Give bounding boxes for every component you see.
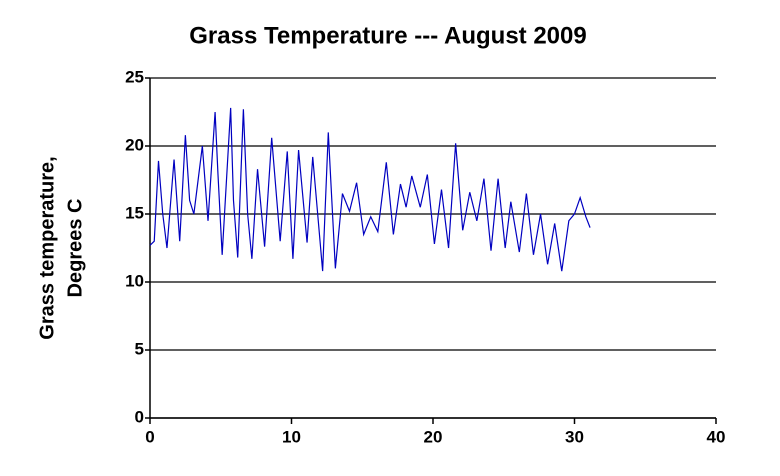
x-tick-label: 30 <box>565 427 584 446</box>
y-axis-label: Grass temperature, <box>36 156 58 339</box>
chart-title: Grass Temperature --- August 2009 <box>189 22 586 49</box>
y-tick-label: 20 <box>125 135 144 154</box>
y-tick-label: 25 <box>125 67 144 86</box>
x-tick-label: 40 <box>707 427 726 446</box>
x-tick-label: 20 <box>424 427 443 446</box>
x-tick-label: 10 <box>282 427 301 446</box>
data-line <box>149 107 591 272</box>
y-tick-label: 15 <box>125 203 144 222</box>
y-tick-label: 10 <box>125 271 144 290</box>
y-tick-label: 0 <box>135 407 144 426</box>
y-tick-label: 5 <box>135 339 144 358</box>
x-tick-label: 0 <box>145 427 154 446</box>
y-axis-label: Degrees C <box>64 199 86 298</box>
